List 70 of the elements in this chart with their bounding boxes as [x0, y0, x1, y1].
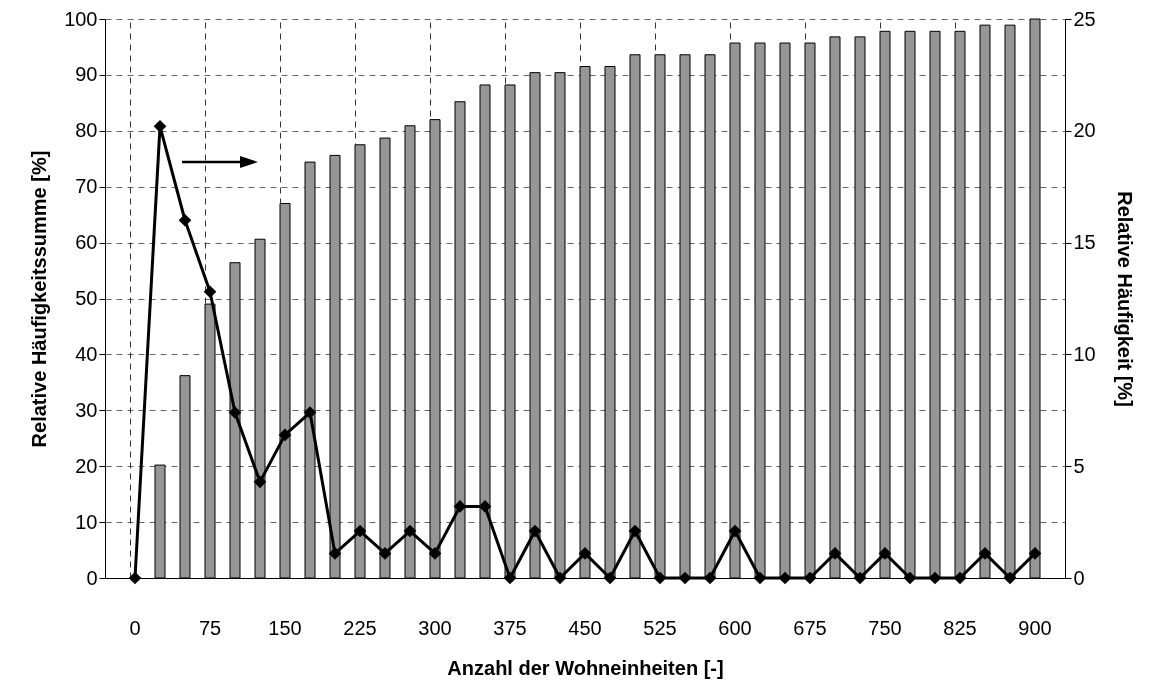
y-tick-label: 80	[75, 119, 98, 142]
point	[203, 285, 217, 299]
x-tick-label: 375	[493, 616, 527, 639]
x-tick-label: 825	[943, 616, 977, 639]
point	[1003, 571, 1017, 585]
x-axis-title: Anzahl der Wohneinheiten [-]	[447, 656, 724, 679]
y-tick-label: 100	[64, 7, 98, 30]
point	[353, 524, 367, 538]
point	[903, 571, 917, 585]
x-tick-label: 75	[198, 616, 222, 639]
x-tick-label: 675	[793, 616, 827, 639]
y2-tick-label: 0	[1073, 566, 1085, 589]
point	[228, 406, 242, 419]
point	[703, 571, 717, 585]
point	[628, 524, 642, 538]
x-tick-label: 525	[643, 616, 677, 639]
point	[553, 571, 567, 585]
point	[953, 571, 967, 585]
y-tick-label: 60	[75, 231, 98, 254]
point	[153, 120, 167, 133]
point	[653, 571, 667, 585]
point	[828, 547, 842, 560]
y2-axis-title: Relative Häufigkeit [%]	[1113, 191, 1136, 407]
y-tick-label: 90	[75, 63, 98, 86]
point	[778, 571, 792, 585]
point	[528, 524, 542, 538]
point	[253, 475, 267, 489]
point	[878, 547, 892, 560]
y-tick-label: 40	[75, 342, 98, 365]
y2-tick-label: 10	[1073, 342, 1096, 365]
y-tick-label: 20	[75, 454, 98, 477]
point	[853, 571, 867, 585]
point	[428, 547, 442, 560]
x-tick-label: 450	[568, 616, 602, 639]
y-tick-label: 70	[75, 175, 98, 198]
x-tick-label: 600	[718, 616, 752, 639]
y2-tick-label: 20	[1073, 119, 1096, 142]
point	[978, 547, 992, 560]
y-tick-label: 50	[75, 287, 98, 309]
point	[128, 571, 142, 585]
y2-tick-label: 5	[1073, 454, 1085, 477]
point	[378, 547, 392, 560]
point	[928, 571, 942, 585]
point	[328, 547, 342, 560]
y2-tick-label: 25	[1073, 7, 1096, 30]
x-tick-label: 300	[418, 616, 452, 639]
point	[678, 571, 692, 585]
x-tick-label: 0	[129, 616, 141, 639]
y-tick-label: 10	[75, 510, 98, 533]
y-tick-label: 30	[75, 398, 98, 421]
x-tick-label: 150	[268, 616, 302, 639]
point	[503, 571, 517, 585]
y-tick-label: 0	[86, 566, 98, 589]
point	[753, 571, 767, 585]
point	[278, 428, 292, 442]
x-tick-label: 225	[343, 616, 377, 639]
point	[453, 500, 467, 513]
point	[578, 547, 592, 560]
point	[478, 500, 492, 513]
point	[803, 571, 817, 585]
point	[728, 524, 742, 538]
y-axis-title: Relative Häufigkeitssumme [%]	[28, 150, 51, 448]
point	[1028, 547, 1042, 560]
point	[178, 213, 192, 227]
x-tick-label: 900	[1018, 616, 1052, 639]
point	[403, 524, 417, 538]
x-tick-label: 750	[868, 616, 902, 639]
point	[603, 571, 617, 585]
y2-tick-label: 15	[1073, 231, 1096, 254]
point	[303, 406, 317, 419]
